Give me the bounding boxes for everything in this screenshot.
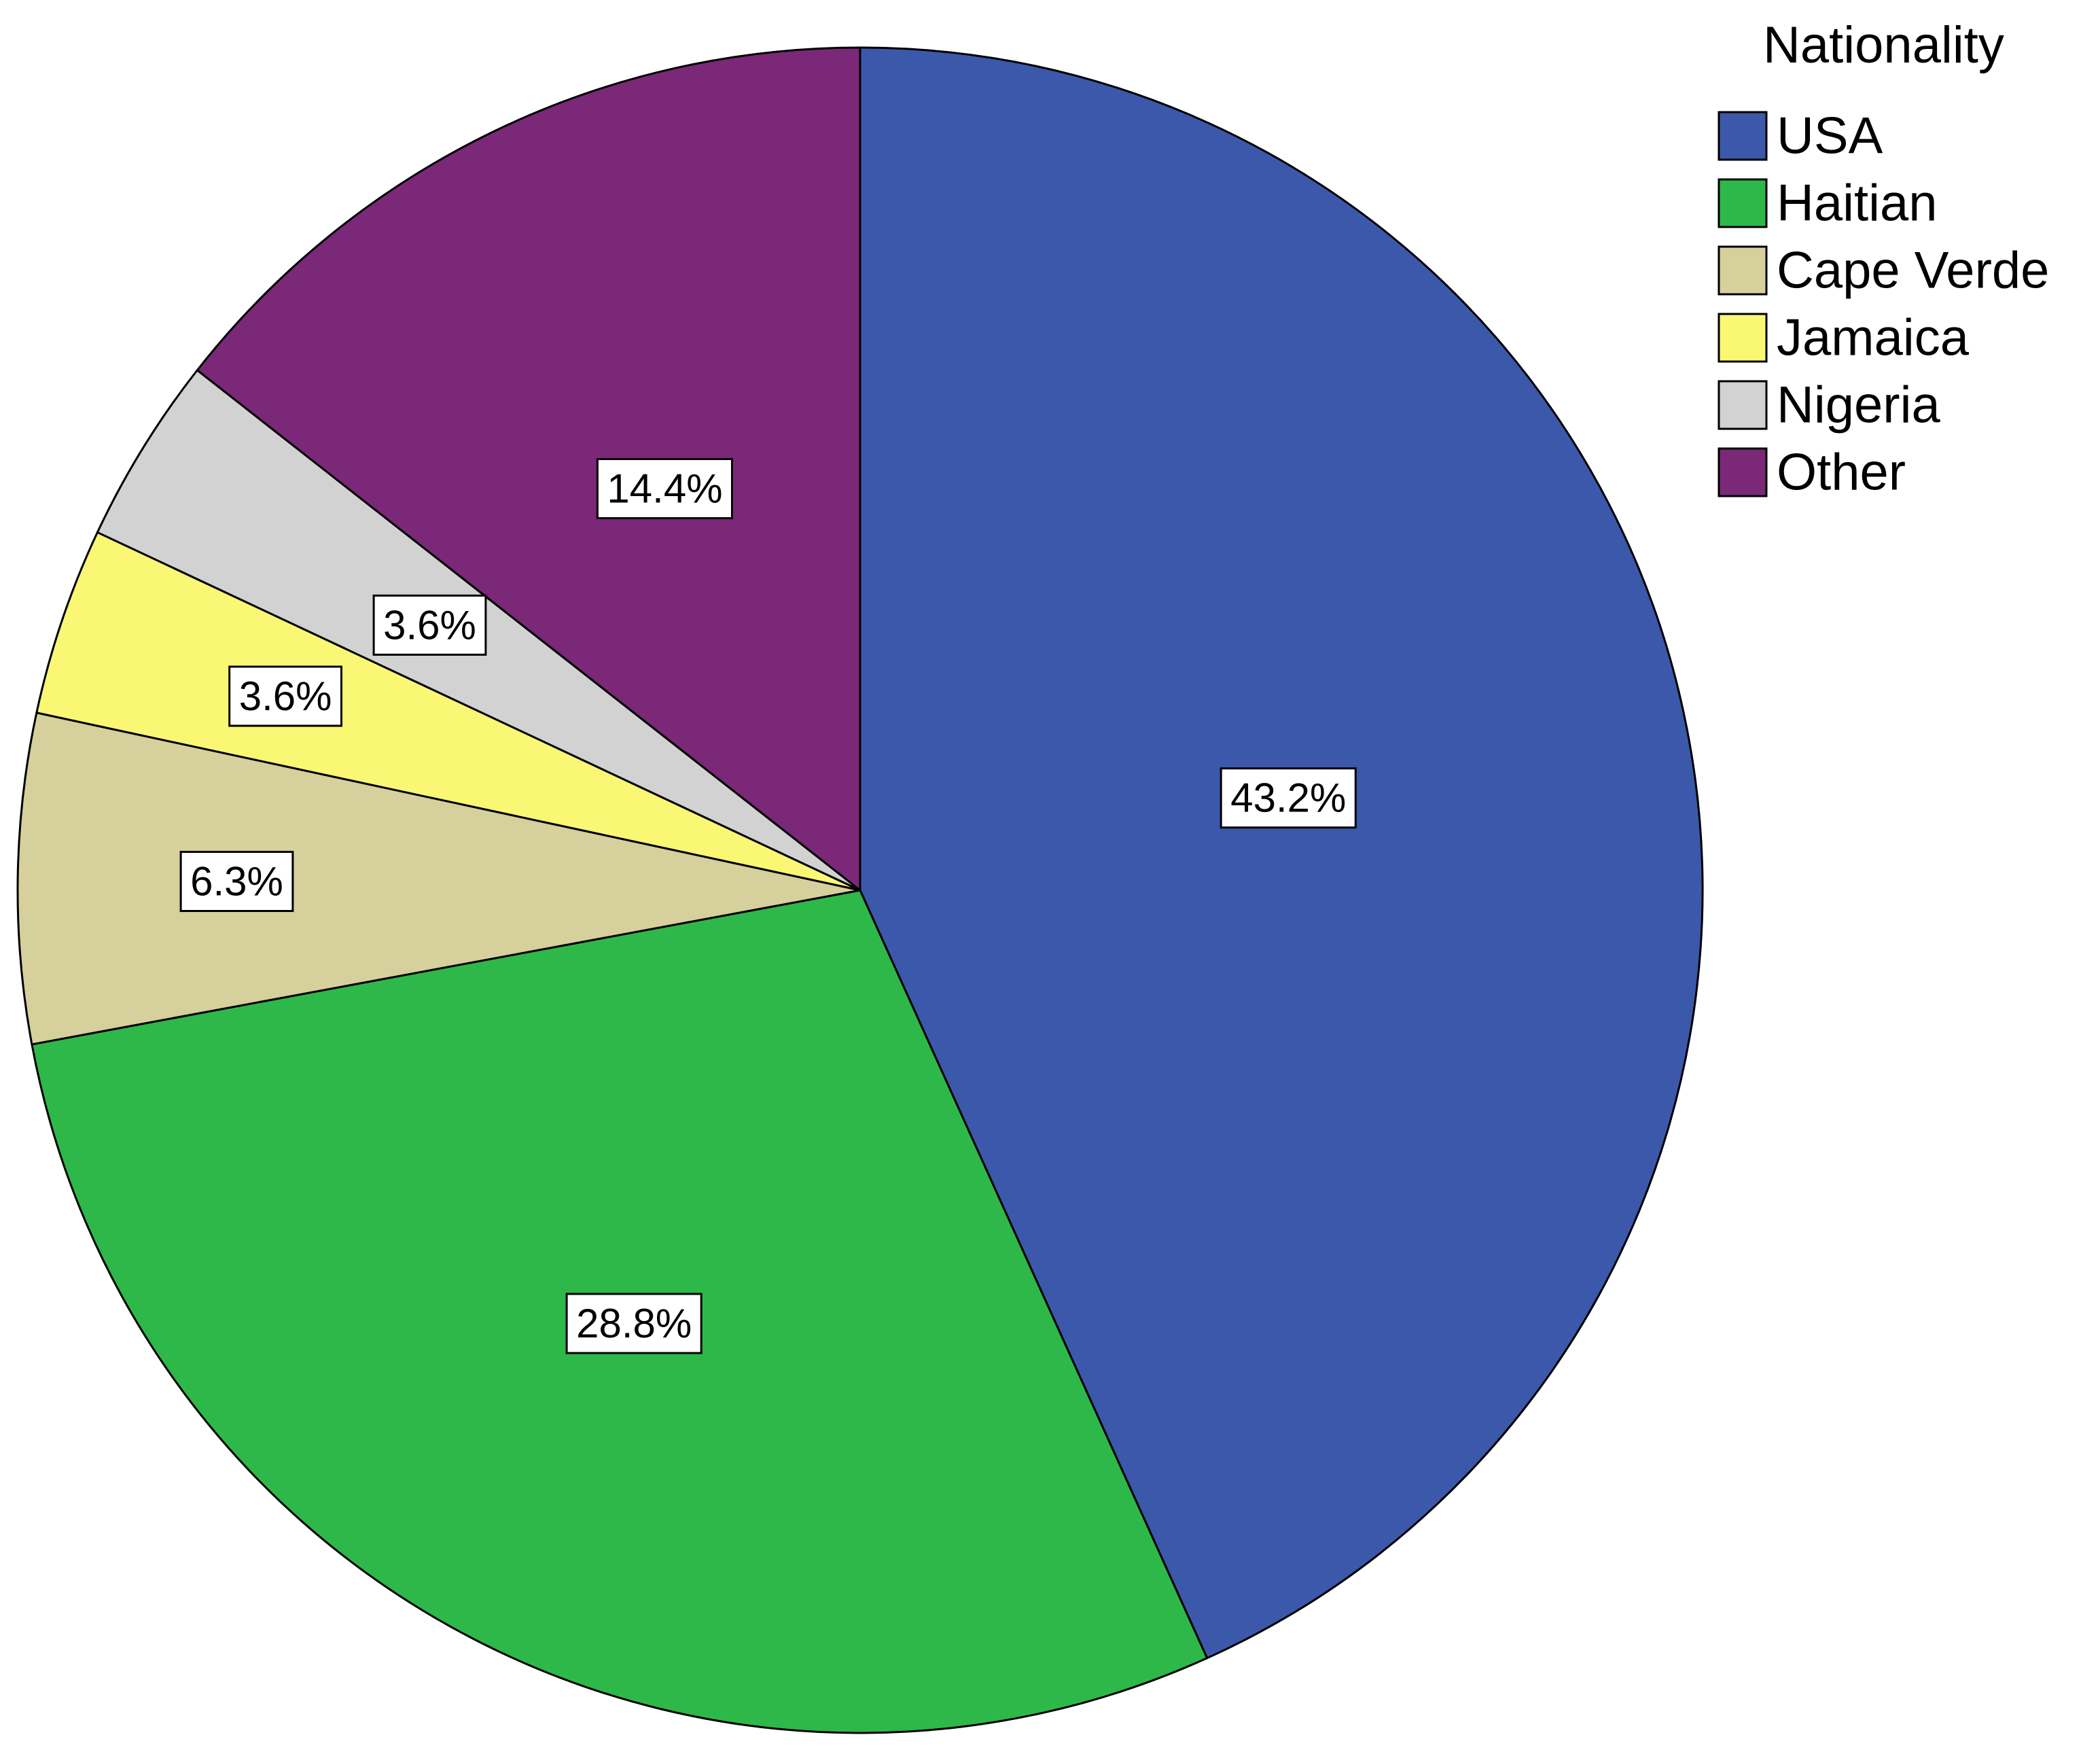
legend-label-nigeria: Nigeria <box>1777 376 1940 434</box>
legend-item-cape-verde: Cape Verde <box>1718 242 2049 300</box>
pie-slices <box>16 46 1704 1734</box>
data-label-box <box>179 851 294 912</box>
data-label-usa: 43.2% <box>1220 767 1357 829</box>
legend-swatch-haitian <box>1718 178 1768 228</box>
data-label-text: 3.6% <box>383 602 476 648</box>
legend-swatch-nigeria <box>1718 380 1768 430</box>
legend-swatch-usa <box>1718 111 1768 161</box>
data-label-haitian: 28.8% <box>565 1293 702 1354</box>
pie-slice-other <box>196 46 861 892</box>
legend-swatch-other <box>1718 447 1768 497</box>
data-label-box <box>565 1293 702 1354</box>
pie-slice-jamaica <box>35 531 861 892</box>
legend-item-haitian: Haitian <box>1718 175 1938 232</box>
pie-slice-usa <box>859 46 1704 1660</box>
legend-item-usa: USA <box>1718 107 1883 165</box>
data-label-box <box>228 665 343 727</box>
legend-label-usa: USA <box>1777 107 1883 165</box>
pie-slice-cape-verde <box>16 712 861 1046</box>
legend-title: Nationality <box>1763 16 2004 74</box>
data-label-box <box>596 458 734 519</box>
legend-swatch-jamaica <box>1718 313 1768 363</box>
data-label-box <box>372 594 487 656</box>
data-label-box <box>1220 767 1357 829</box>
data-label-text: 6.3% <box>190 859 283 905</box>
data-label-text: 3.6% <box>239 673 332 719</box>
legend-label-jamaica: Jamaica <box>1777 309 1970 367</box>
data-label-text: 28.8% <box>576 1301 692 1346</box>
legend-item-jamaica: Jamaica <box>1718 309 1970 367</box>
pie-data-labels: 43.2% 28.8% 6.3% 3.6% 3.6% 14.4% <box>179 458 1357 1354</box>
legend-swatch-cape-verde <box>1718 245 1768 296</box>
data-label-nigeria: 3.6% <box>372 594 487 656</box>
legend: Nationality USA Haitian Cape Verde Jamaica N… <box>1718 16 2049 502</box>
legend-label-haitian: Haitian <box>1777 175 1938 232</box>
data-label-text: 43.2% <box>1230 775 1346 821</box>
data-label-cape-verde: 6.3% <box>179 851 294 912</box>
legend-item-nigeria: Nigeria <box>1718 376 1940 434</box>
data-label-text: 14.4% <box>607 466 722 512</box>
data-label-other: 14.4% <box>596 458 734 519</box>
legend-label-cape-verde: Cape Verde <box>1777 242 2049 300</box>
data-label-jamaica: 3.6% <box>228 665 343 727</box>
legend-item-other: Other <box>1718 444 1906 502</box>
legend-label-other: Other <box>1777 444 1906 502</box>
